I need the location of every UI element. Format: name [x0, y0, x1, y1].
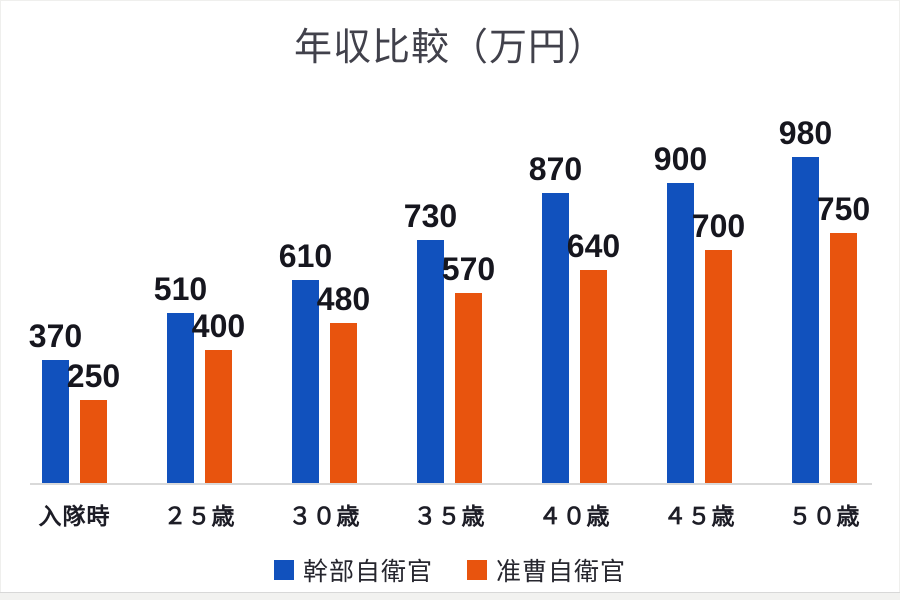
bar-segment: 900 — [654, 143, 707, 483]
bar-group: 610 480 — [262, 150, 387, 483]
bar-segment: 570 — [442, 253, 495, 483]
bar-segment: 370 — [29, 320, 82, 483]
bar-segment: 510 — [154, 273, 207, 483]
x-axis-label: ５０歳 — [788, 503, 861, 529]
bar-group: 900 700 — [637, 143, 762, 483]
bottom-strip — [0, 592, 900, 600]
bar-segment: 610 — [279, 240, 332, 483]
bar-segment: 250 — [67, 360, 120, 483]
x-axis-label: ４０歳 — [538, 503, 611, 529]
legend: 幹部自衛官 准曹自衛官 — [0, 552, 900, 588]
bar-value-label: 370 — [28, 317, 83, 354]
x-axis-label: 入隊時 — [38, 503, 111, 529]
bar-group: 510 400 — [137, 150, 262, 483]
bar-segment: 870 — [529, 153, 582, 483]
bar-value-label: 400 — [191, 307, 246, 344]
bar-segment: 400 — [192, 310, 245, 483]
bar-segment: 980 — [779, 117, 832, 483]
x-axis-label: ２５歳 — [163, 503, 236, 529]
plot-area: 370 250 510 400 610 480 730 570 870 640 900 700 980 7… — [12, 117, 888, 483]
bar-value-label: 750 — [816, 191, 871, 228]
bar-segment: 640 — [567, 230, 620, 483]
bar-value-label: 510 — [153, 271, 208, 308]
bar-value-label: 480 — [316, 281, 371, 318]
bar-segment: 750 — [817, 193, 870, 483]
x-axis-label: ３０歳 — [288, 503, 361, 529]
bar-value-label: 610 — [278, 237, 333, 274]
legend-label: 幹部自衛官 — [302, 558, 433, 586]
bar-group: 370 250 — [12, 150, 137, 483]
bar-group: 730 570 — [387, 150, 512, 483]
bar-segment: 730 — [404, 200, 457, 483]
bar-value-label: 870 — [528, 151, 583, 188]
chart-title: 年収比較（万円） — [293, 27, 606, 69]
bar-group: 980 750 — [762, 117, 887, 483]
x-axis-label: ３５歳 — [413, 503, 486, 529]
legend-swatch-icon — [467, 560, 487, 580]
x-axis-labels: 入隊時 ２５歳 ３０歳 ３５歳 ４０歳 ４５歳 ５０歳 — [12, 497, 888, 531]
bar-segment: 480 — [317, 283, 370, 483]
bar-group: 870 640 — [512, 150, 637, 483]
legend-label: 准曹自衛官 — [496, 558, 627, 586]
legend-item: 幹部自衛官 — [273, 552, 433, 588]
bar-value-label: 250 — [66, 357, 121, 394]
legend-swatch-icon — [273, 560, 294, 580]
x-axis-label: ４５歳 — [663, 503, 736, 529]
bar-value-label: 980 — [778, 114, 833, 151]
bar-value-label: 640 — [566, 227, 621, 264]
bar-value-label: 570 — [441, 251, 496, 288]
bar-value-label: 900 — [653, 141, 708, 178]
bar-value-label: 700 — [691, 207, 746, 244]
x-axis-line — [30, 483, 872, 485]
bar-value-label: 730 — [403, 197, 458, 234]
bar-segment: 700 — [692, 210, 745, 483]
legend-item: 准曹自衛官 — [467, 552, 626, 588]
